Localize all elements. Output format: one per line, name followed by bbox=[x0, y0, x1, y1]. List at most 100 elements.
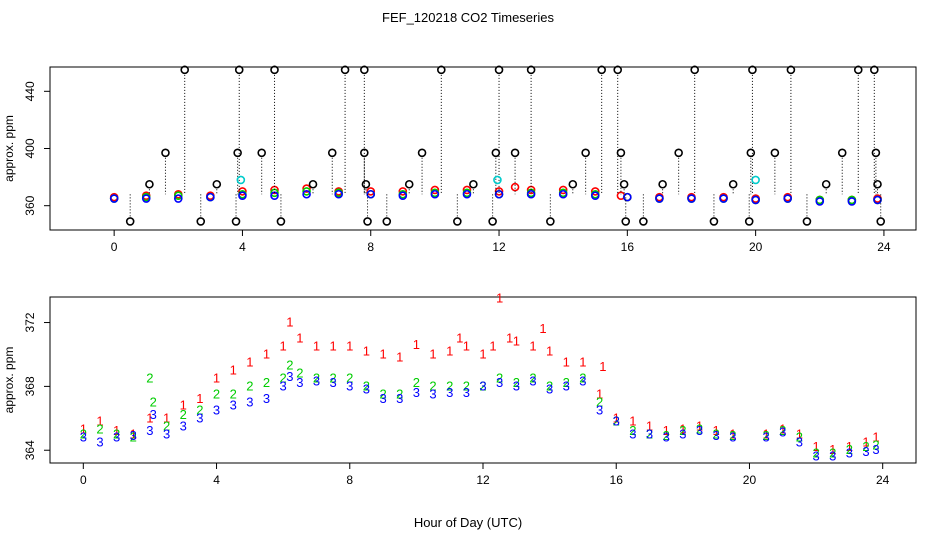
data-point: 2 bbox=[213, 386, 220, 401]
data-point: 2 bbox=[463, 378, 470, 393]
data-point: 1 bbox=[363, 343, 370, 358]
data-point: 2 bbox=[513, 375, 520, 390]
data-point: 1 bbox=[546, 343, 553, 358]
data-point: 1 bbox=[396, 350, 403, 365]
data-point: 2 bbox=[496, 370, 503, 385]
x-tick-label: 20 bbox=[743, 473, 757, 487]
data-point: 1 bbox=[646, 418, 653, 433]
data-point: 1 bbox=[146, 410, 153, 425]
x-tick-label: 0 bbox=[80, 473, 87, 487]
data-point: 3 bbox=[96, 434, 103, 449]
data-point: 3 bbox=[196, 410, 203, 425]
data-point: 3 bbox=[646, 426, 653, 441]
data-point bbox=[327, 148, 337, 158]
y-tick-label: 372 bbox=[23, 312, 37, 332]
data-point: 1 bbox=[529, 338, 536, 353]
data-point bbox=[141, 194, 151, 203]
data-point bbox=[430, 189, 440, 199]
data-point bbox=[363, 217, 372, 226]
data-point bbox=[815, 197, 825, 206]
data-point: 3 bbox=[513, 378, 520, 393]
data-point bbox=[276, 217, 286, 226]
data-point: 1 bbox=[872, 429, 879, 444]
data-point: 2 bbox=[280, 370, 287, 385]
data-point bbox=[302, 184, 311, 193]
data-point bbox=[581, 148, 590, 158]
data-point: 1 bbox=[329, 338, 336, 353]
y-tick-label: 400 bbox=[23, 138, 37, 158]
data-point: 1 bbox=[413, 337, 420, 352]
data-point bbox=[145, 179, 154, 189]
x-tick-label: 24 bbox=[877, 240, 891, 254]
data-point bbox=[510, 182, 520, 192]
data-point bbox=[674, 148, 683, 158]
data-point: 2 bbox=[729, 428, 736, 443]
data-point bbox=[236, 175, 246, 185]
data-point: 1 bbox=[539, 321, 546, 336]
data-point: 1 bbox=[829, 442, 836, 457]
x-tick-label: 16 bbox=[621, 240, 635, 254]
data-point bbox=[417, 148, 427, 158]
data-point bbox=[302, 187, 311, 196]
x-axis-label: Hour of Day (UTC) bbox=[414, 515, 522, 530]
data-point: 2 bbox=[479, 378, 486, 393]
data-point bbox=[658, 179, 667, 189]
data-point: 1 bbox=[596, 386, 603, 401]
data-point bbox=[360, 65, 369, 75]
data-point bbox=[837, 148, 847, 158]
data-point bbox=[687, 194, 696, 203]
data-point: 2 bbox=[663, 428, 670, 443]
data-point: 2 bbox=[529, 370, 536, 385]
data-point: 1 bbox=[796, 426, 803, 441]
data-point bbox=[709, 217, 719, 226]
data-point: 3 bbox=[296, 375, 303, 390]
data-point: 2 bbox=[286, 358, 293, 373]
data-point: 1 bbox=[563, 354, 570, 369]
data-point: 3 bbox=[263, 391, 270, 406]
data-point bbox=[238, 187, 247, 196]
data-point: 2 bbox=[429, 378, 436, 393]
data-point: 3 bbox=[846, 445, 853, 460]
data-point: 3 bbox=[163, 426, 170, 441]
data-point: 3 bbox=[812, 449, 819, 464]
data-point: 2 bbox=[846, 442, 853, 457]
data-point: 1 bbox=[812, 439, 819, 454]
data-point: 2 bbox=[150, 394, 157, 409]
data-point bbox=[173, 191, 183, 200]
data-point: 1 bbox=[180, 398, 187, 413]
data-point bbox=[847, 197, 857, 206]
data-point: 3 bbox=[286, 369, 293, 384]
data-point: 2 bbox=[346, 370, 353, 385]
data-point: 3 bbox=[579, 374, 586, 389]
data-point: 3 bbox=[862, 444, 869, 459]
data-point: 1 bbox=[779, 421, 786, 436]
data-point: 1 bbox=[346, 338, 353, 353]
data-point: 3 bbox=[446, 385, 453, 400]
data-point bbox=[334, 189, 343, 199]
data-point: 1 bbox=[629, 414, 636, 429]
data-point bbox=[206, 192, 215, 202]
data-point bbox=[751, 175, 760, 185]
x-tick-label: 4 bbox=[239, 240, 246, 254]
data-point: 2 bbox=[646, 426, 653, 441]
x-tick-label: 16 bbox=[610, 473, 624, 487]
y-tick-label: 364 bbox=[23, 440, 37, 460]
x-tick-label: 4 bbox=[213, 473, 220, 487]
data-point bbox=[125, 217, 135, 226]
data-point: 3 bbox=[463, 385, 470, 400]
data-point: 3 bbox=[313, 374, 320, 389]
data-point bbox=[568, 179, 578, 189]
data-point bbox=[488, 217, 497, 226]
y-axis-label: approx. ppm bbox=[2, 115, 16, 182]
data-point bbox=[180, 65, 190, 75]
data-point: 3 bbox=[529, 374, 536, 389]
data-point: 3 bbox=[713, 428, 720, 443]
data-point bbox=[597, 65, 606, 75]
data-point: 1 bbox=[513, 334, 520, 349]
plot-frame bbox=[49, 66, 917, 231]
data-point bbox=[870, 65, 879, 75]
